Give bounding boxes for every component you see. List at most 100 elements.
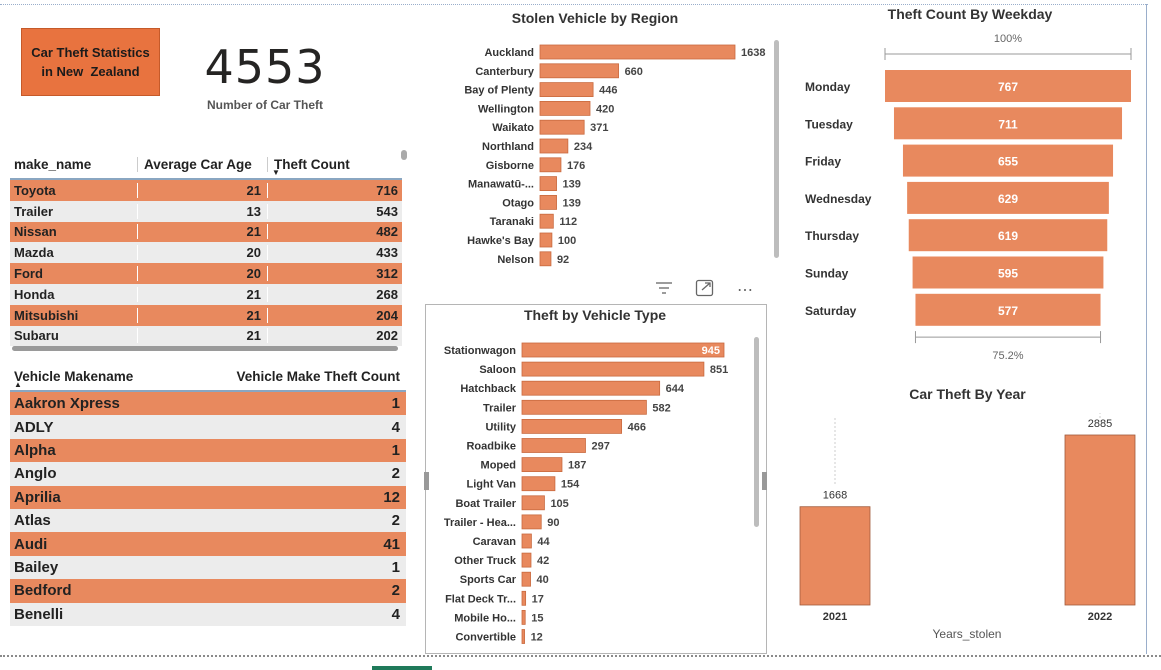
col-header-vehicle-make-theft-count[interactable]: Vehicle Make Theft Count	[236, 368, 400, 384]
bar[interactable]	[521, 514, 542, 530]
canvas-border-top	[0, 4, 1148, 5]
region-chart-title: Stolen Vehicle by Region	[511, 10, 679, 26]
category-label: Hatchback	[460, 383, 517, 395]
col-header-vehicle-makename[interactable]: Vehicle Makename	[14, 368, 134, 384]
bar[interactable]	[521, 399, 647, 415]
bar[interactable]	[539, 232, 553, 248]
funnel-bar[interactable]	[908, 219, 1108, 252]
bar[interactable]	[521, 590, 527, 606]
bar[interactable]	[521, 380, 661, 396]
category-label: Sunday	[805, 267, 849, 281]
bar[interactable]	[539, 194, 557, 210]
table-row[interactable]: Honda 21 268	[10, 283, 402, 305]
bar[interactable]	[539, 101, 591, 116]
bar[interactable]	[521, 609, 526, 625]
category-label: Bay of Plenty	[464, 85, 535, 97]
bar[interactable]	[521, 552, 532, 568]
data-label: 644	[666, 383, 685, 395]
bar[interactable]	[521, 476, 556, 492]
bar[interactable]	[539, 157, 562, 173]
bar[interactable]	[539, 63, 619, 79]
bar[interactable]	[521, 495, 545, 511]
bar[interactable]	[539, 82, 594, 97]
table-row[interactable]: Toyota 21 716	[10, 180, 402, 201]
page-tab-indicator[interactable]	[372, 666, 432, 670]
canvas-border-right	[1146, 4, 1147, 654]
data-label: 90	[547, 517, 559, 529]
region-chart-scrollbar[interactable]	[774, 40, 779, 258]
bar[interactable]	[521, 571, 531, 587]
vehicle-type-chart-scrollbar[interactable]	[754, 337, 759, 527]
year-chart-title: Car Theft By Year	[909, 386, 1026, 402]
table-row[interactable]: Bailey 1	[10, 555, 406, 580]
data-label: 660	[625, 66, 643, 78]
col-header-theft-count[interactable]: Theft Count	[267, 156, 402, 172]
bar[interactable]	[521, 342, 725, 358]
data-label: 619	[998, 229, 1018, 243]
vehicle-type-bar-chart: Stationwagon 945 Saloon 851 Hatchback 644 Trai…	[444, 342, 728, 644]
bar[interactable]	[539, 138, 569, 154]
focus-mode-icon[interactable]	[695, 279, 715, 297]
bar[interactable]	[521, 629, 525, 644]
table-row[interactable]: Alpha 1	[10, 438, 406, 463]
data-label: 595	[998, 267, 1018, 281]
funnel-bar[interactable]	[893, 107, 1123, 140]
more-options-icon[interactable]: ⋯	[737, 282, 754, 299]
bar[interactable]	[539, 44, 736, 60]
make-table-scrollbar[interactable]	[401, 150, 407, 160]
bar[interactable]	[799, 506, 871, 606]
funnel-bar[interactable]	[915, 293, 1101, 326]
bar[interactable]	[521, 361, 705, 377]
resize-handle-right[interactable]	[762, 472, 767, 490]
table-row[interactable]: Audi 41	[10, 532, 406, 556]
category-label: Boat Trailer	[455, 498, 516, 510]
table-row[interactable]: Anglo 2	[10, 462, 406, 486]
make-table-horizontal-scrollbar[interactable]	[12, 346, 398, 351]
bar[interactable]	[521, 457, 563, 472]
bar[interactable]	[521, 419, 623, 434]
cell-vehicle-make-theft-count: 2	[391, 512, 400, 530]
cell-vehicle-make-theft-count: 2	[391, 465, 400, 483]
bar[interactable]	[521, 438, 586, 453]
table-row[interactable]: Nissan 21 482	[10, 221, 402, 243]
bar[interactable]	[1064, 434, 1136, 606]
table-row[interactable]: ADLY 4	[10, 415, 406, 439]
data-label: 42	[537, 555, 549, 567]
data-label: 234	[574, 141, 593, 153]
table-row[interactable]: Benelli 4	[10, 602, 406, 626]
data-label: 655	[998, 155, 1018, 169]
table-row[interactable]: Ford 20 312	[10, 263, 402, 284]
bar[interactable]	[539, 251, 552, 267]
funnel-bar[interactable]	[907, 181, 1109, 214]
cell-vehicle-make-theft-count: 1	[391, 441, 400, 459]
resize-handle-left[interactable]	[424, 472, 429, 490]
table-row[interactable]: Mazda 20 433	[10, 242, 402, 264]
cell-vehicle-makename: Audi	[14, 535, 48, 553]
data-label: 105	[550, 498, 568, 510]
data-label: 629	[998, 192, 1018, 206]
filter-icon[interactable]	[655, 280, 673, 296]
col-header-average-car-age[interactable]: Average Car Age	[137, 156, 267, 172]
table-row[interactable]: Atlas 2	[10, 508, 406, 533]
col-header-make-name[interactable]: make_name	[14, 156, 92, 172]
weekday-chart-title: Theft Count By Weekday	[887, 6, 1053, 22]
funnel-bar[interactable]	[885, 70, 1131, 102]
bar[interactable]	[539, 176, 557, 192]
funnel-bar[interactable]	[912, 256, 1104, 289]
table-row[interactable]: Trailer 13 543	[10, 200, 402, 222]
bar[interactable]	[539, 119, 585, 135]
category-label: Convertible	[455, 632, 516, 644]
category-label: Trailer - Hea...	[444, 517, 516, 529]
table-row[interactable]: Aakron Xpress 1	[10, 392, 406, 416]
bar[interactable]	[521, 533, 532, 549]
cell-average-car-age: 21	[137, 182, 267, 198]
weekday-funnel-chart: 100% Monday 767 Tuesday 711 Friday 655 Wednesda…	[805, 33, 1132, 362]
category-label: Flat Deck Tr...	[445, 593, 516, 605]
cell-make-name: Subaru	[14, 328, 59, 344]
table-row[interactable]: Aprilia 12	[10, 485, 406, 509]
table-row[interactable]: Mitsubishi 21 204	[10, 304, 402, 326]
table-row[interactable]: Bedford 2	[10, 579, 406, 603]
bar[interactable]	[539, 213, 554, 229]
funnel-bar[interactable]	[902, 144, 1114, 177]
table-row[interactable]: Subaru 21 202	[10, 325, 402, 347]
